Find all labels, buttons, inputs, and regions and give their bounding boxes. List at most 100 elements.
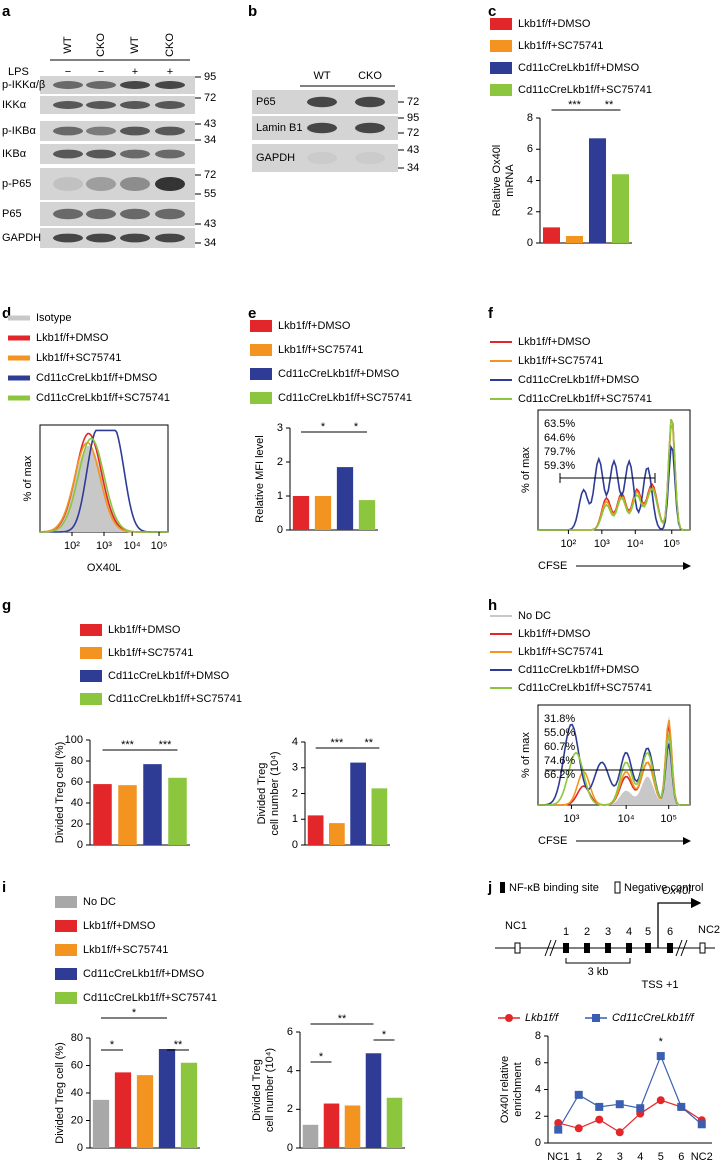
blot-band [307, 96, 337, 108]
blot-band [53, 101, 83, 109]
row-label: P65 [256, 96, 276, 108]
data-point [615, 1100, 624, 1109]
blot-band [120, 81, 150, 89]
site-box [584, 943, 590, 953]
bar [168, 777, 187, 845]
legend-label: Isotype [36, 312, 71, 324]
legend-swatch [250, 368, 272, 380]
bar [350, 762, 366, 845]
legend-label: Lkb1f/f+DMSO [108, 624, 181, 636]
blot-band [120, 101, 150, 109]
bar [323, 1103, 340, 1148]
lane-label: CKO [164, 33, 176, 57]
site-box [605, 943, 611, 953]
y-tick-label: 40 [71, 797, 83, 809]
x-tick-label: 4 [637, 1151, 643, 1163]
gate-percentage: 74.6% [544, 755, 575, 767]
x-tick-label: NC1 [547, 1151, 569, 1163]
y-tick-label: 2 [535, 1110, 541, 1122]
size-marker: 95 [407, 112, 419, 124]
y-tick-label: 0 [527, 237, 533, 249]
gate-percentage: 63.5% [544, 418, 575, 430]
lane-label: WT [313, 70, 330, 82]
blot-band [120, 149, 150, 159]
bar [542, 227, 561, 243]
bar [143, 764, 162, 845]
site-label: 3 [605, 926, 611, 938]
y-tick-label: 0 [292, 839, 298, 851]
y-tick-label: 100 [65, 734, 83, 746]
legend-swatch [490, 40, 512, 52]
y-axis-label: enrichment [512, 1062, 524, 1116]
bar [565, 235, 584, 243]
site-label: 1 [563, 926, 569, 938]
break [549, 939, 557, 957]
y-tick-label: 20 [71, 1114, 83, 1126]
bar [307, 815, 324, 845]
bar [118, 785, 137, 845]
site-box [667, 943, 673, 953]
tss-arrow [657, 897, 702, 948]
legend-swatch [250, 320, 272, 332]
bar [329, 823, 345, 845]
panel-label: e [248, 305, 256, 322]
y-tick-label: 4 [287, 1065, 293, 1077]
legend-label: Lkb1f/f+SC75741 [36, 352, 121, 364]
x-tick-label: 10⁴ [627, 538, 644, 550]
blot-band [53, 233, 83, 243]
y-axis-label: % of max [520, 447, 532, 493]
bar [93, 784, 112, 845]
lps-sign: + [167, 66, 173, 78]
y-tick-label: 1 [277, 490, 283, 502]
blot-band [86, 101, 116, 109]
significance-label: * [659, 1036, 664, 1048]
blot-band [86, 81, 116, 89]
data-point [677, 1102, 686, 1111]
x-tick-label: 10³ [96, 540, 112, 552]
bar [588, 138, 607, 243]
plot-frame [537, 409, 691, 531]
legend-label: Cd11cCreLkb1f/f+DMSO [36, 372, 158, 384]
size-marker: 95 [204, 71, 216, 83]
row-label: IKBα [2, 148, 27, 160]
blot-band [53, 208, 83, 220]
site-box [563, 943, 569, 953]
row-label: p-IKBα [2, 125, 37, 137]
gate-percentage: 59.3% [544, 460, 575, 472]
bar [386, 1097, 403, 1148]
bar [336, 467, 354, 530]
blot-band [86, 126, 116, 136]
x-tick-label: 5 [658, 1151, 664, 1163]
gene-label: Ox40l [662, 885, 691, 897]
blot-band [155, 126, 185, 136]
panel-label: f [488, 305, 494, 322]
blot-band [355, 151, 385, 165]
legend-label: Cd11cCreLkb1f/f+SC75741 [518, 84, 652, 96]
bar [371, 788, 388, 845]
y-tick-label: 40 [71, 1087, 83, 1099]
legend-label: Lkb1f/f+SC75741 [518, 646, 603, 658]
bar [114, 1072, 132, 1148]
significance-label: ** [174, 1039, 183, 1051]
bar [302, 1124, 319, 1148]
x-tick-label: 10⁵ [151, 540, 168, 552]
legend-swatch [80, 647, 102, 659]
data-point [554, 1125, 563, 1134]
legend-label: No DC [83, 896, 116, 908]
lps-sign: + [132, 66, 138, 78]
blot-band [120, 176, 150, 192]
legend-label: Cd11cCreLkb1f/f [612, 1012, 695, 1024]
blot-strip [40, 76, 195, 94]
blot-band [53, 81, 83, 89]
legend-label: Cd11cCreLkb1f/f+SC75741 [278, 392, 412, 404]
data-point [636, 1104, 645, 1113]
lps-sign: − [65, 66, 71, 78]
legend-label: Cd11cCreLkb1f/f+DMSO [518, 664, 640, 676]
y-tick-label: 2 [287, 1103, 293, 1115]
legend-swatch [55, 968, 77, 980]
size-marker: 72 [407, 96, 419, 108]
histogram-curve [538, 734, 690, 806]
legend-label: Cd11cCreLkb1f/f+SC75741 [36, 392, 170, 404]
legend-swatch [80, 624, 102, 636]
